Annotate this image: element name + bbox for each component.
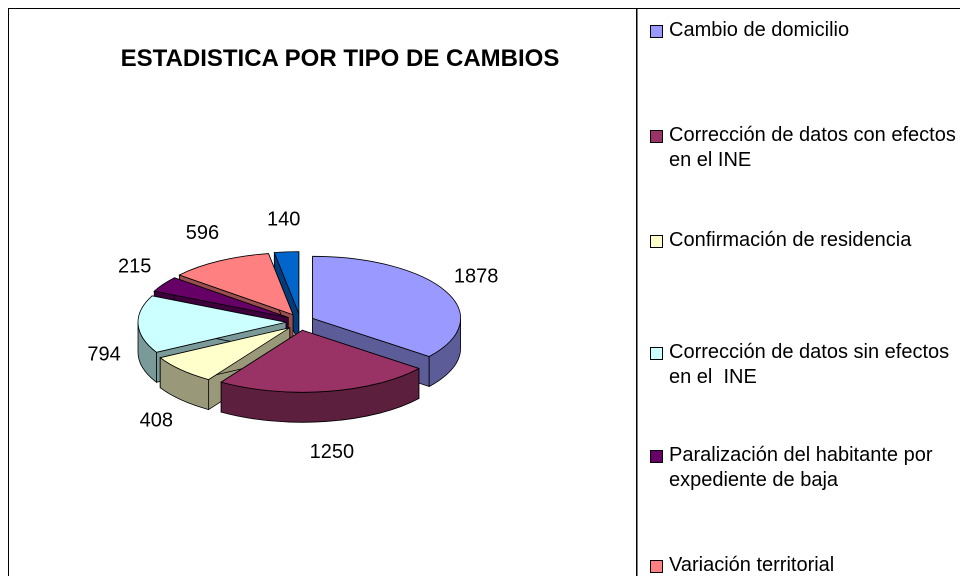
data-label: 1878 — [454, 266, 499, 288]
slice-top — [159, 327, 290, 381]
legend-swatch — [650, 347, 663, 360]
legend-item: Confirmación de residencia — [650, 228, 960, 253]
slice-top — [153, 277, 289, 318]
legend-label: Corrección de datos con efectos en el IN… — [669, 124, 956, 171]
slice-top — [220, 329, 420, 393]
pie — [137, 251, 461, 423]
legend-label: Paralización del habitante por expedient… — [669, 444, 939, 491]
legend-label: Cambio de domicilio — [669, 19, 850, 41]
slice-top — [312, 255, 461, 357]
legend-swatch — [650, 560, 663, 573]
legend-swatch — [650, 450, 663, 463]
legend-label: Variación territorial — [669, 554, 835, 576]
data-label: 1250 — [310, 441, 355, 463]
data-label: 215 — [118, 255, 151, 277]
legend-label: Confirmación de residencia — [669, 229, 912, 251]
slice-top — [178, 253, 294, 316]
legend-swatch — [650, 130, 663, 143]
slice-top — [137, 295, 287, 353]
legend-item: Corrección de datos con efectos en el IN… — [650, 123, 960, 173]
data-label: 140 — [267, 209, 300, 231]
data-label: 408 — [140, 410, 173, 432]
legend-item: Cambio de domicilio — [650, 18, 960, 43]
data-label: 596 — [186, 222, 219, 244]
chart-title: ESTADISTICA POR TIPO DE CAMBIOS — [121, 45, 560, 72]
legend-item: Corrección de datos sin efectos en el IN… — [650, 340, 960, 390]
legend-swatch — [650, 235, 663, 248]
legend-item: Variación territorial — [650, 553, 960, 576]
legend-label: Corrección de datos sin efectos en el IN… — [669, 341, 955, 388]
slice-top — [273, 251, 300, 314]
legend-item: Paralización del habitante por expedient… — [650, 443, 960, 493]
pie-slice — [220, 329, 420, 423]
legend-swatch — [650, 25, 663, 38]
data-label: 794 — [87, 344, 120, 366]
